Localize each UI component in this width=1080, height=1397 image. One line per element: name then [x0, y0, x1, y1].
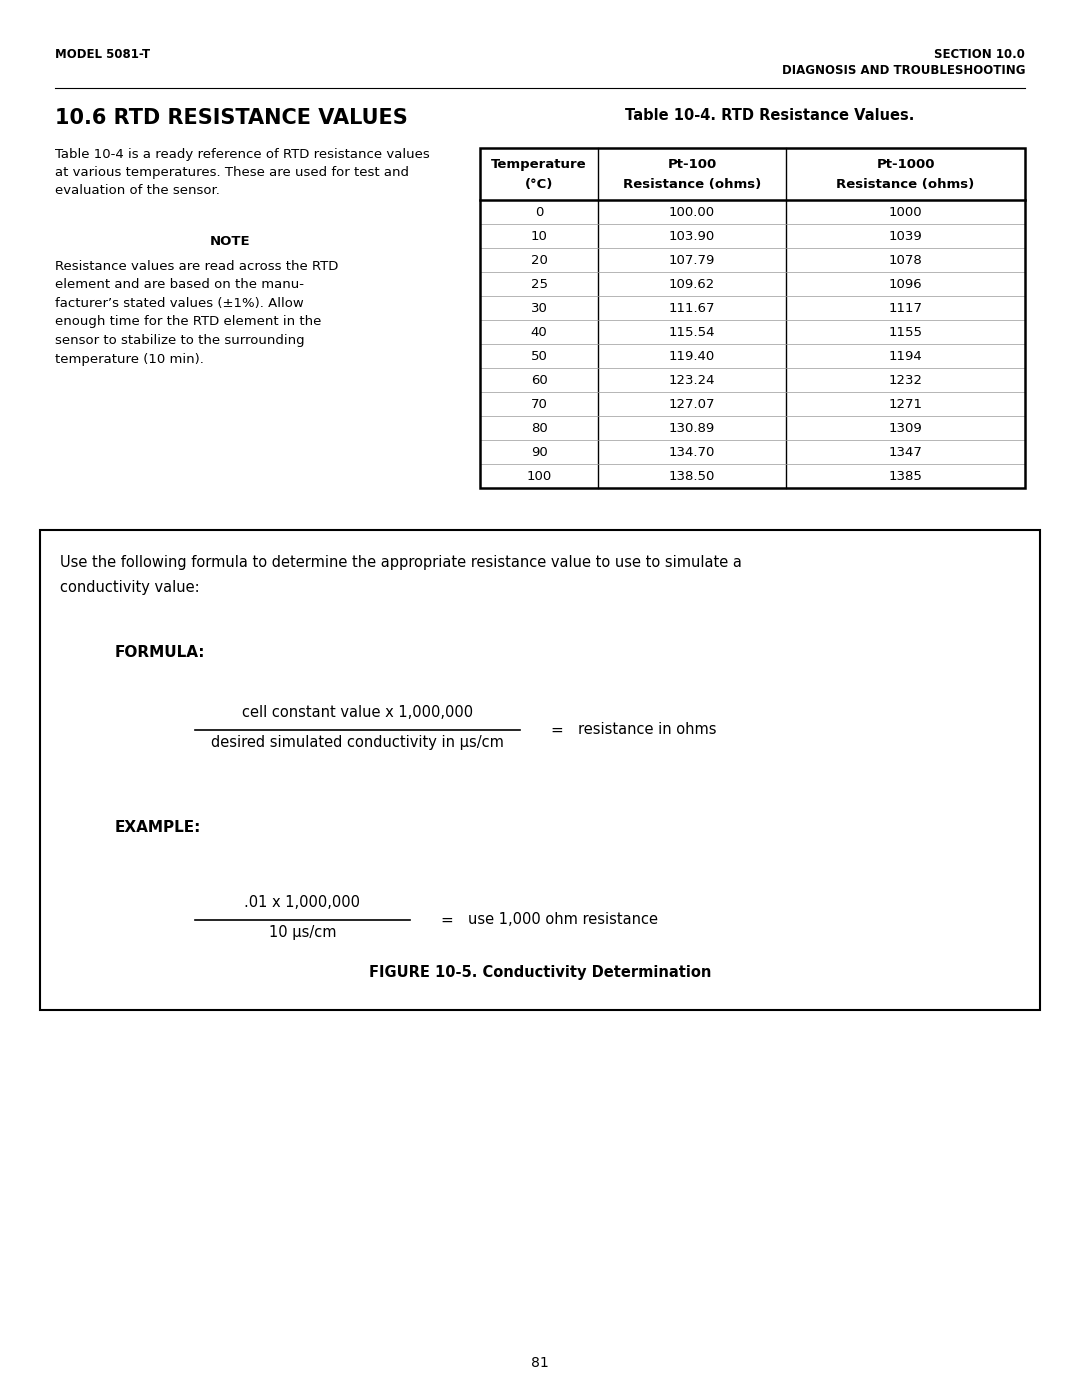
Text: resistance in ohms: resistance in ohms	[578, 722, 716, 738]
Text: 1271: 1271	[889, 398, 922, 411]
Text: 0: 0	[535, 205, 543, 218]
Text: 90: 90	[530, 446, 548, 458]
Text: 1000: 1000	[889, 205, 922, 218]
Text: cell constant value x 1,000,000: cell constant value x 1,000,000	[242, 705, 473, 719]
Text: 1096: 1096	[889, 278, 922, 291]
Text: FORMULA:: FORMULA:	[114, 645, 205, 659]
Text: use 1,000 ohm resistance: use 1,000 ohm resistance	[468, 912, 658, 928]
Text: conductivity value:: conductivity value:	[60, 580, 200, 595]
Text: 1232: 1232	[889, 373, 922, 387]
Text: Use the following formula to determine the appropriate resistance value to use t: Use the following formula to determine t…	[60, 555, 742, 570]
Text: 119.40: 119.40	[669, 349, 715, 362]
Text: 138.50: 138.50	[669, 469, 715, 482]
Text: Resistance values are read across the RTD
element and are based on the manu-
fac: Resistance values are read across the RT…	[55, 260, 338, 366]
Text: Resistance (ohms): Resistance (ohms)	[623, 177, 761, 191]
Text: Table 10-4. RTD Resistance Values.: Table 10-4. RTD Resistance Values.	[625, 108, 915, 123]
Text: =: =	[550, 722, 563, 738]
Text: 127.07: 127.07	[669, 398, 715, 411]
Text: 1117: 1117	[889, 302, 922, 314]
Text: Temperature: Temperature	[491, 158, 586, 170]
Text: 40: 40	[530, 326, 548, 338]
Text: MODEL 5081-T: MODEL 5081-T	[55, 47, 150, 61]
Text: 103.90: 103.90	[669, 229, 715, 243]
Text: desired simulated conductivity in μs/cm: desired simulated conductivity in μs/cm	[211, 735, 504, 750]
Text: 109.62: 109.62	[669, 278, 715, 291]
Text: 50: 50	[530, 349, 548, 362]
Text: 10.6 RTD RESISTANCE VALUES: 10.6 RTD RESISTANCE VALUES	[55, 108, 408, 129]
Text: 1385: 1385	[889, 469, 922, 482]
Text: 107.79: 107.79	[669, 253, 715, 267]
Text: 70: 70	[530, 398, 548, 411]
Text: NOTE: NOTE	[210, 235, 251, 249]
Text: 130.89: 130.89	[669, 422, 715, 434]
Text: 10 μs/cm: 10 μs/cm	[269, 925, 336, 940]
Text: 80: 80	[530, 422, 548, 434]
Text: 1155: 1155	[889, 326, 922, 338]
Text: 115.54: 115.54	[669, 326, 715, 338]
Text: FIGURE 10-5. Conductivity Determination: FIGURE 10-5. Conductivity Determination	[368, 965, 712, 981]
Text: 1309: 1309	[889, 422, 922, 434]
Text: 134.70: 134.70	[669, 446, 715, 458]
Text: 30: 30	[530, 302, 548, 314]
Text: .01 x 1,000,000: .01 x 1,000,000	[244, 895, 361, 909]
Text: 100.00: 100.00	[669, 205, 715, 218]
Text: 123.24: 123.24	[669, 373, 715, 387]
Text: 1194: 1194	[889, 349, 922, 362]
Text: SECTION 10.0: SECTION 10.0	[934, 47, 1025, 61]
Bar	[40, 529, 1040, 1010]
Text: 1347: 1347	[889, 446, 922, 458]
Text: Pt-1000: Pt-1000	[876, 158, 935, 170]
Text: Table 10-4 is a ready reference of RTD resistance values
at various temperatures: Table 10-4 is a ready reference of RTD r…	[55, 148, 430, 197]
Text: DIAGNOSIS AND TROUBLESHOOTING: DIAGNOSIS AND TROUBLESHOOTING	[782, 64, 1025, 77]
Bar	[480, 148, 1025, 488]
Text: 10: 10	[530, 229, 548, 243]
Text: 81: 81	[531, 1356, 549, 1370]
Text: Pt-100: Pt-100	[667, 158, 717, 170]
Text: =: =	[440, 912, 453, 928]
Text: 1039: 1039	[889, 229, 922, 243]
Text: 25: 25	[530, 278, 548, 291]
Text: (°C): (°C)	[525, 177, 553, 191]
Text: Resistance (ohms): Resistance (ohms)	[836, 177, 974, 191]
Text: 111.67: 111.67	[669, 302, 715, 314]
Text: 60: 60	[530, 373, 548, 387]
Text: 1078: 1078	[889, 253, 922, 267]
Text: 20: 20	[530, 253, 548, 267]
Text: 100: 100	[526, 469, 552, 482]
Text: EXAMPLE:: EXAMPLE:	[114, 820, 201, 835]
